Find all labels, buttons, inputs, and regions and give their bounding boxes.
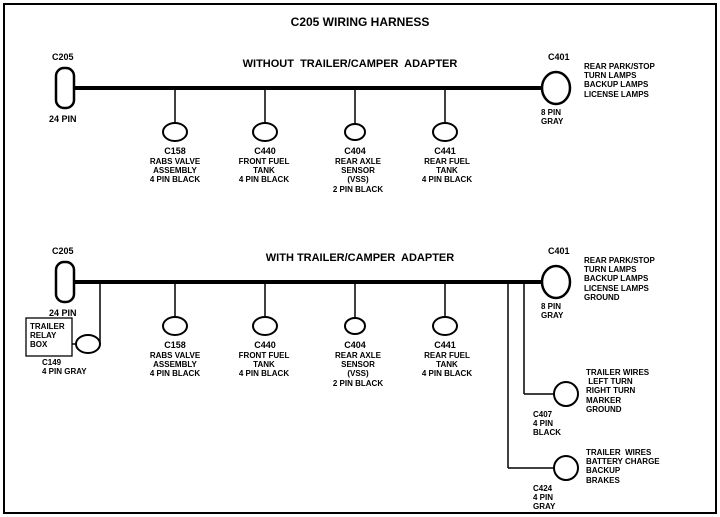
drop-text-0-0: RABS VALVE ASSEMBLY 4 PIN BLACK: [150, 157, 200, 185]
drop-label-1-0: C158: [164, 340, 186, 350]
drop-text-1-3: REAR FUEL TANK 4 PIN BLACK: [422, 351, 472, 379]
diagram-subtitle-1: WITH TRAILER/CAMPER ADAPTER: [266, 252, 454, 265]
drop-label-1-3: C441: [434, 340, 456, 350]
right-extra-sub-0: C407 4 PIN BLACK: [533, 410, 561, 438]
relay-conn-label: C149 4 PIN GRAY: [42, 358, 87, 376]
left-conn-pin-0: 24 PIN: [49, 114, 77, 124]
drop-label-0-2: C404: [344, 146, 366, 156]
right-conn-sub-0: 8 PIN GRAY: [541, 108, 563, 126]
drop-label-1-2: C404: [344, 340, 366, 350]
diagram-subtitle-0: WITHOUT TRAILER/CAMPER ADAPTER: [243, 58, 458, 71]
drop-text-1-0: RABS VALVE ASSEMBLY 4 PIN BLACK: [150, 351, 200, 379]
left-conn-pin-1: 24 PIN: [49, 308, 77, 318]
drop-text-0-3: REAR FUEL TANK 4 PIN BLACK: [422, 157, 472, 185]
page-title: C205 WIRING HARNESS: [291, 16, 430, 30]
right-conn-label-1: C401: [548, 246, 570, 256]
wiring-diagram: C205 WIRING HARNESS WITHOUT TRAILER/CAMPE…: [0, 0, 720, 517]
drop-text-1-2: REAR AXLE SENSOR (VSS) 2 PIN BLACK: [333, 351, 383, 388]
right-conn-sub-1: 8 PIN GRAY: [541, 302, 563, 320]
drop-label-0-0: C158: [164, 146, 186, 156]
drop-text-0-1: FRONT FUEL TANK 4 PIN BLACK: [239, 157, 290, 185]
drop-label-0-1: C440: [254, 146, 276, 156]
right-conn-text-1: REAR PARK/STOP TURN LAMPS BACKUP LAMPS L…: [584, 256, 655, 302]
drop-text-0-2: REAR AXLE SENSOR (VSS) 2 PIN BLACK: [333, 157, 383, 194]
right-extra-sub-1: C424 4 PIN GRAY: [533, 484, 555, 512]
right-conn-text-0: REAR PARK/STOP TURN LAMPS BACKUP LAMPS L…: [584, 62, 655, 99]
right-conn-label-0: C401: [548, 52, 570, 62]
right-extra-text-1: TRAILER WIRES BATTERY CHARGE BACKUP BRAK…: [586, 448, 660, 485]
left-conn-label-1: C205: [52, 246, 74, 256]
left-conn-label-0: C205: [52, 52, 74, 62]
relay-box-label: TRAILER RELAY BOX: [30, 322, 65, 350]
right-extra-text-0: TRAILER WIRES LEFT TURN RIGHT TURN MARKE…: [586, 368, 649, 414]
drop-label-1-1: C440: [254, 340, 276, 350]
drop-text-1-1: FRONT FUEL TANK 4 PIN BLACK: [239, 351, 290, 379]
drop-label-0-3: C441: [434, 146, 456, 156]
